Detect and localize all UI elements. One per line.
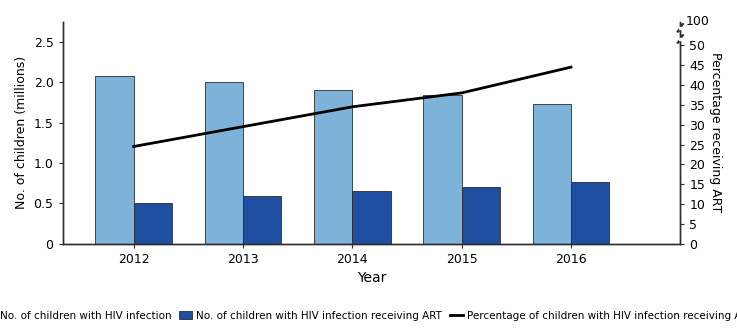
Legend: No. of children with HIV infection, No. of children with HIV infection receiving: No. of children with HIV infection, No. …: [0, 307, 737, 325]
Bar: [571, 182, 609, 244]
Bar: [461, 187, 500, 244]
Bar: [95, 77, 133, 244]
Text: 100: 100: [686, 15, 710, 28]
Bar: [533, 104, 571, 244]
Y-axis label: No. of children (millions): No. of children (millions): [15, 56, 28, 209]
Bar: [423, 95, 461, 244]
X-axis label: Year: Year: [357, 271, 386, 285]
Y-axis label: Percentage receiving ART: Percentage receiving ART: [709, 52, 722, 213]
Bar: [352, 191, 391, 244]
Bar: [314, 90, 352, 244]
Bar: [133, 203, 172, 244]
Bar: [205, 82, 243, 244]
Bar: [243, 196, 282, 244]
Bar: [679, 38, 682, 40]
Bar: [679, 27, 682, 29]
